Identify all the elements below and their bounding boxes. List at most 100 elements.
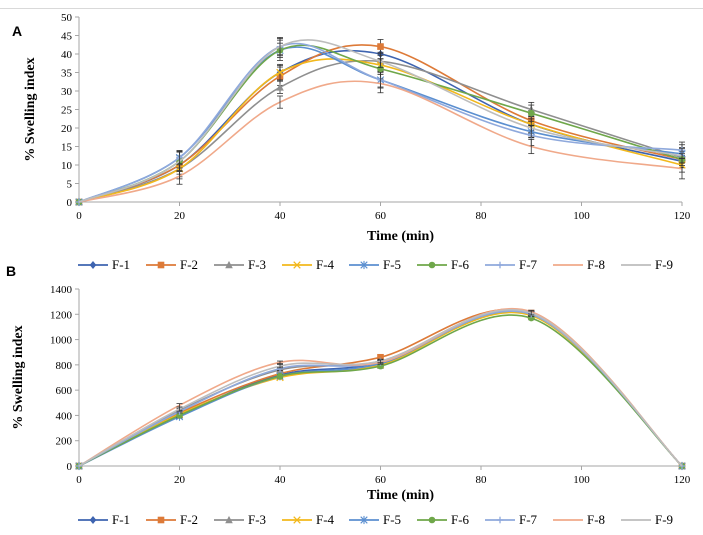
x-tick-label: 120	[674, 210, 691, 222]
error-bar	[277, 360, 283, 365]
y-tick-label: 50	[61, 12, 73, 24]
x-tick-label: 40	[275, 210, 287, 222]
y-axis-title: % Swelling index	[23, 57, 38, 161]
x-tick-label: 80	[476, 210, 488, 222]
series-line	[78, 310, 683, 467]
legend-item-f-9: F-9	[621, 257, 673, 272]
series-f-6	[75, 314, 686, 470]
error-bar	[176, 150, 183, 172]
x-tick-label: 40	[275, 474, 287, 486]
legend-item-f-1: F-1	[78, 512, 130, 527]
top-divider	[0, 8, 703, 9]
legend-marker	[89, 516, 97, 524]
legend-marker	[89, 261, 97, 269]
legend-marker	[428, 516, 436, 524]
y-tick-label: 35	[61, 68, 73, 80]
legend-label: F-2	[180, 512, 198, 527]
x-tick-label: 0	[76, 210, 82, 222]
y-tick-label: 25	[61, 105, 73, 117]
series-line	[78, 311, 683, 467]
legend-marker	[293, 516, 301, 524]
y-tick-label: 15	[61, 142, 73, 154]
y-axis-title: % Swelling index	[11, 325, 26, 429]
legend-marker	[360, 515, 368, 525]
x-tick-label: 60	[375, 210, 387, 222]
y-tick-label: 0	[67, 197, 73, 209]
legend-item-f-3: F-3	[214, 257, 266, 272]
error-bar	[277, 38, 283, 56]
chart-panel-b: B 0 200 400 600 800 1000 1200 1400 0 20 40 60 80 100 12…	[6, 263, 691, 527]
series-line	[78, 308, 683, 467]
error-bar	[679, 148, 685, 164]
series-f-4	[75, 311, 686, 470]
legend-item-f-4: F-4	[282, 257, 335, 272]
legend-label: F-7	[519, 257, 538, 272]
legend-label: F-3	[248, 257, 266, 272]
x-tick-label: 80	[476, 474, 488, 486]
x-tick-label: 60	[375, 474, 387, 486]
legend-marker	[157, 516, 165, 524]
y-tick-label: 1000	[50, 335, 73, 347]
legend-label: F-8	[587, 512, 605, 527]
legend-marker	[157, 261, 165, 269]
series-line	[78, 80, 683, 203]
chart-panel-a: A 0 5 10 15 20 25 30 35 40 45 50 0 20 40 60 80 100 120 Time…	[12, 12, 691, 272]
error-bar	[277, 364, 283, 369]
error-bar	[377, 54, 384, 68]
y-tick-label: 600	[56, 385, 73, 397]
series-line	[78, 310, 683, 467]
error-bar	[528, 310, 535, 316]
y-tick-label: 200	[56, 436, 73, 448]
legend-item-f-2: F-2	[146, 257, 198, 272]
y-tick-label: 0	[67, 461, 73, 473]
legend-item-f-6: F-6	[417, 512, 470, 527]
error-bar	[377, 74, 384, 94]
y-tick-label: 40	[61, 49, 73, 61]
series-line	[78, 39, 683, 203]
legend-item-f-3: F-3	[214, 512, 266, 527]
legend-marker	[360, 260, 368, 270]
legend-item-f-8: F-8	[553, 512, 605, 527]
legend-item-f-2: F-2	[146, 512, 198, 527]
error-bar	[277, 95, 283, 109]
legend-item-f-4: F-4	[282, 512, 335, 527]
panel-label: B	[6, 263, 16, 279]
legend-label: F-5	[383, 512, 401, 527]
series-line	[78, 314, 683, 467]
legend-label: F-8	[587, 257, 605, 272]
legend-item-f-7: F-7	[485, 512, 538, 527]
legend-item-f-1: F-1	[78, 257, 130, 272]
y-tick-label: 1400	[50, 284, 73, 296]
error-bar	[528, 138, 535, 155]
series-f-7	[75, 310, 686, 470]
x-axis-title: Time (min)	[367, 229, 434, 244]
legend-marker	[428, 261, 436, 269]
error-bar	[528, 118, 535, 138]
x-tick-label: 100	[573, 210, 590, 222]
x-tick-label: 100	[573, 474, 590, 486]
legend-marker	[496, 516, 504, 524]
y-tick-label: 45	[61, 31, 73, 43]
series-f-3	[75, 310, 686, 470]
y-tick-label: 30	[61, 86, 73, 98]
data-point	[377, 43, 384, 50]
legend-label: F-3	[248, 512, 266, 527]
series-f-9	[78, 38, 685, 203]
legend-label: F-2	[180, 257, 198, 272]
legend-item-f-6: F-6	[417, 257, 470, 272]
series-f-2	[75, 308, 686, 470]
y-tick-label: 5	[67, 179, 73, 191]
series-f-5	[75, 310, 686, 471]
legend-label: F-5	[383, 257, 401, 272]
data-point	[527, 109, 535, 117]
panel-label: A	[12, 23, 22, 39]
series-line	[78, 310, 683, 467]
y-tick-label: 10	[61, 160, 73, 172]
y-tick-label: 800	[56, 360, 73, 372]
series-line	[78, 308, 683, 467]
y-tick-label: 20	[61, 123, 73, 135]
data-point	[276, 372, 284, 380]
data-point	[176, 412, 183, 419]
legend-label: F-1	[112, 257, 130, 272]
legend-label: F-1	[112, 512, 130, 527]
